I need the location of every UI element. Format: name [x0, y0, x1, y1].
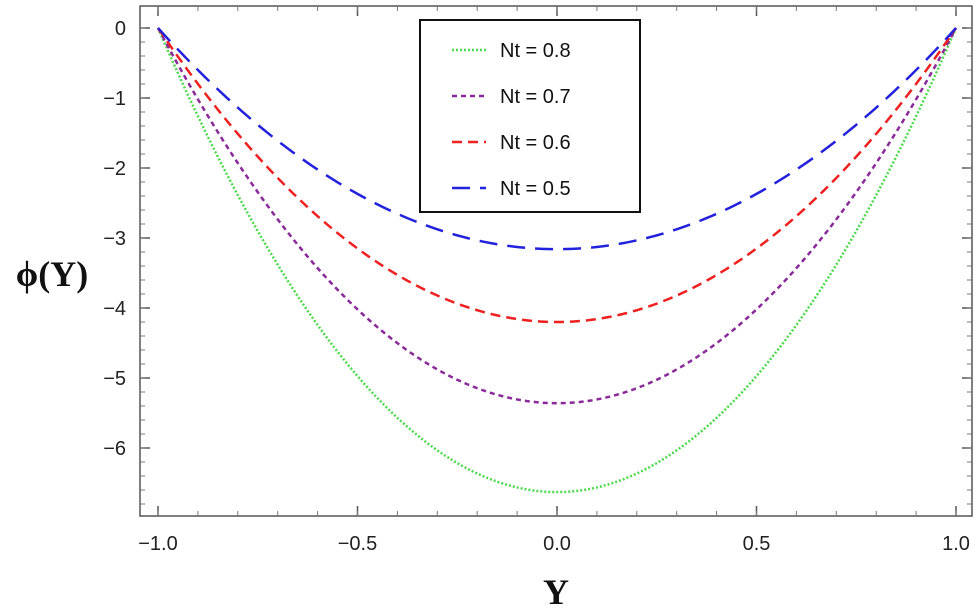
y-axis-ticks: 0 −1 −2 −3 −4 −5 −6: [103, 18, 972, 505]
legend-label: Nt = 0.8: [500, 40, 571, 62]
y-tick-label: −2: [103, 158, 126, 180]
series-layer: [156, 27, 958, 494]
x-axis-title: Y: [543, 572, 569, 610]
series-line-2: [156, 27, 958, 405]
legend-label: Nt = 0.5: [500, 178, 571, 200]
y-tick-label: −5: [103, 368, 126, 390]
y-tick-label: −4: [103, 298, 126, 320]
x-tick-label: −1.0: [138, 533, 177, 555]
x-tick-label: 1.0: [942, 533, 970, 555]
series-line-3: [156, 27, 958, 324]
legend-label: Nt = 0.7: [500, 86, 571, 108]
plot-frame: [139, 5, 973, 517]
series-line-4: [157, 27, 957, 251]
x-tick-label: 0.5: [743, 533, 771, 555]
y-tick-label: 0: [115, 18, 126, 40]
legend-box: [419, 19, 641, 213]
series-line-1: [156, 27, 958, 494]
x-tick-label: −0.5: [338, 533, 377, 555]
y-tick-label: −1: [103, 88, 126, 110]
legend: Nt = 0.8 Nt = 0.7 Nt = 0.6 Nt = 0.5: [419, 19, 641, 213]
y-axis-title: ϕ(Y): [16, 254, 88, 294]
y-tick-label: −6: [103, 438, 126, 460]
x-axis-ticks: −1.0 −0.5 0.0 0.5 1.0: [138, 6, 970, 555]
x-tick-label: 0.0: [543, 533, 571, 555]
legend-label: Nt = 0.6: [500, 132, 571, 154]
y-tick-label: −3: [103, 228, 126, 250]
